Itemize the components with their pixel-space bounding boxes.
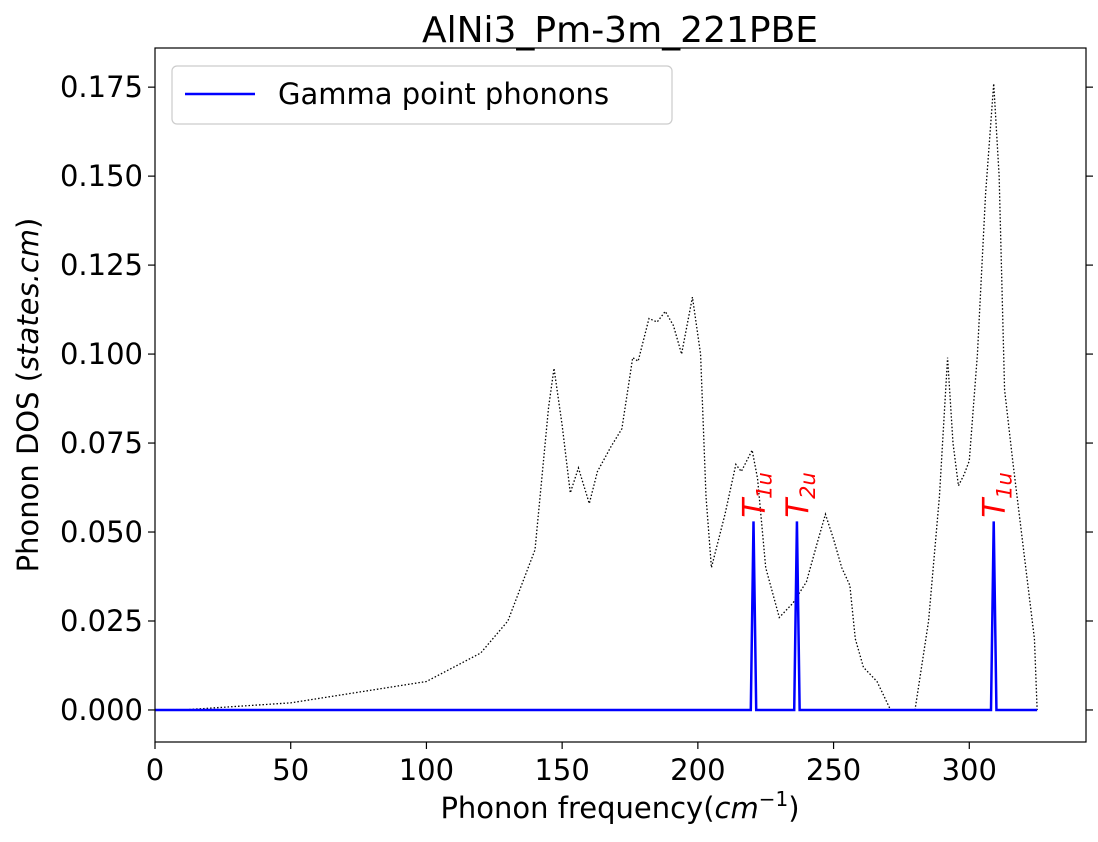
x-tick-label: 50 [272,753,309,787]
x-tick-label: 250 [806,753,861,787]
x-tick-label: 200 [670,753,725,787]
y-label-math: states.cm [11,229,45,371]
y-label-end: ) [11,218,45,229]
series-line [155,521,1038,712]
x-tick-label: 100 [399,753,454,787]
y-label-text: Phonon DOS ( [11,371,45,572]
annotation-symbol: T [737,497,773,518]
y-tick-label: 0.050 [60,515,143,549]
y-tick-label: 0.175 [60,70,143,104]
legend-box [171,65,673,125]
y-tick-label: 0.100 [60,337,143,371]
annotation: T2u [780,472,820,518]
x-axis-label: Phonon frequency(cm−1) [440,787,799,825]
x-label-end: ) [788,791,799,825]
annotation-subscript: 1u [753,472,777,499]
y-tick-label: 0.075 [60,426,143,460]
annotation-symbol: T [780,497,816,518]
annotation: T1u [977,472,1017,518]
y-tick-label: 0.125 [60,248,143,282]
annotation-symbol: T [977,497,1013,518]
y-tick-label: 0.000 [60,693,143,727]
x-tick-label: 0 [146,753,164,787]
plot-frame [154,47,1087,743]
x-label-math: cm [715,791,759,825]
y-tick-label: 0.025 [60,604,143,638]
legend-label: Gamma point phonons [278,77,609,111]
x-label-sup: −1 [759,787,788,811]
y-axis-label: Phonon DOS (states.cm) [11,218,45,573]
x-tick-label: 150 [534,753,589,787]
y-tick-label: 0.150 [60,159,143,193]
annotation: T1u [737,472,777,518]
annotation-subscript: 1u [993,472,1017,499]
chart-title: AlNi3_Pm-3m_221PBE [422,10,818,51]
x-label-text: Phonon frequency( [440,791,714,825]
annotation-subscript: 2u [796,472,820,499]
x-tick-label: 300 [942,753,997,787]
